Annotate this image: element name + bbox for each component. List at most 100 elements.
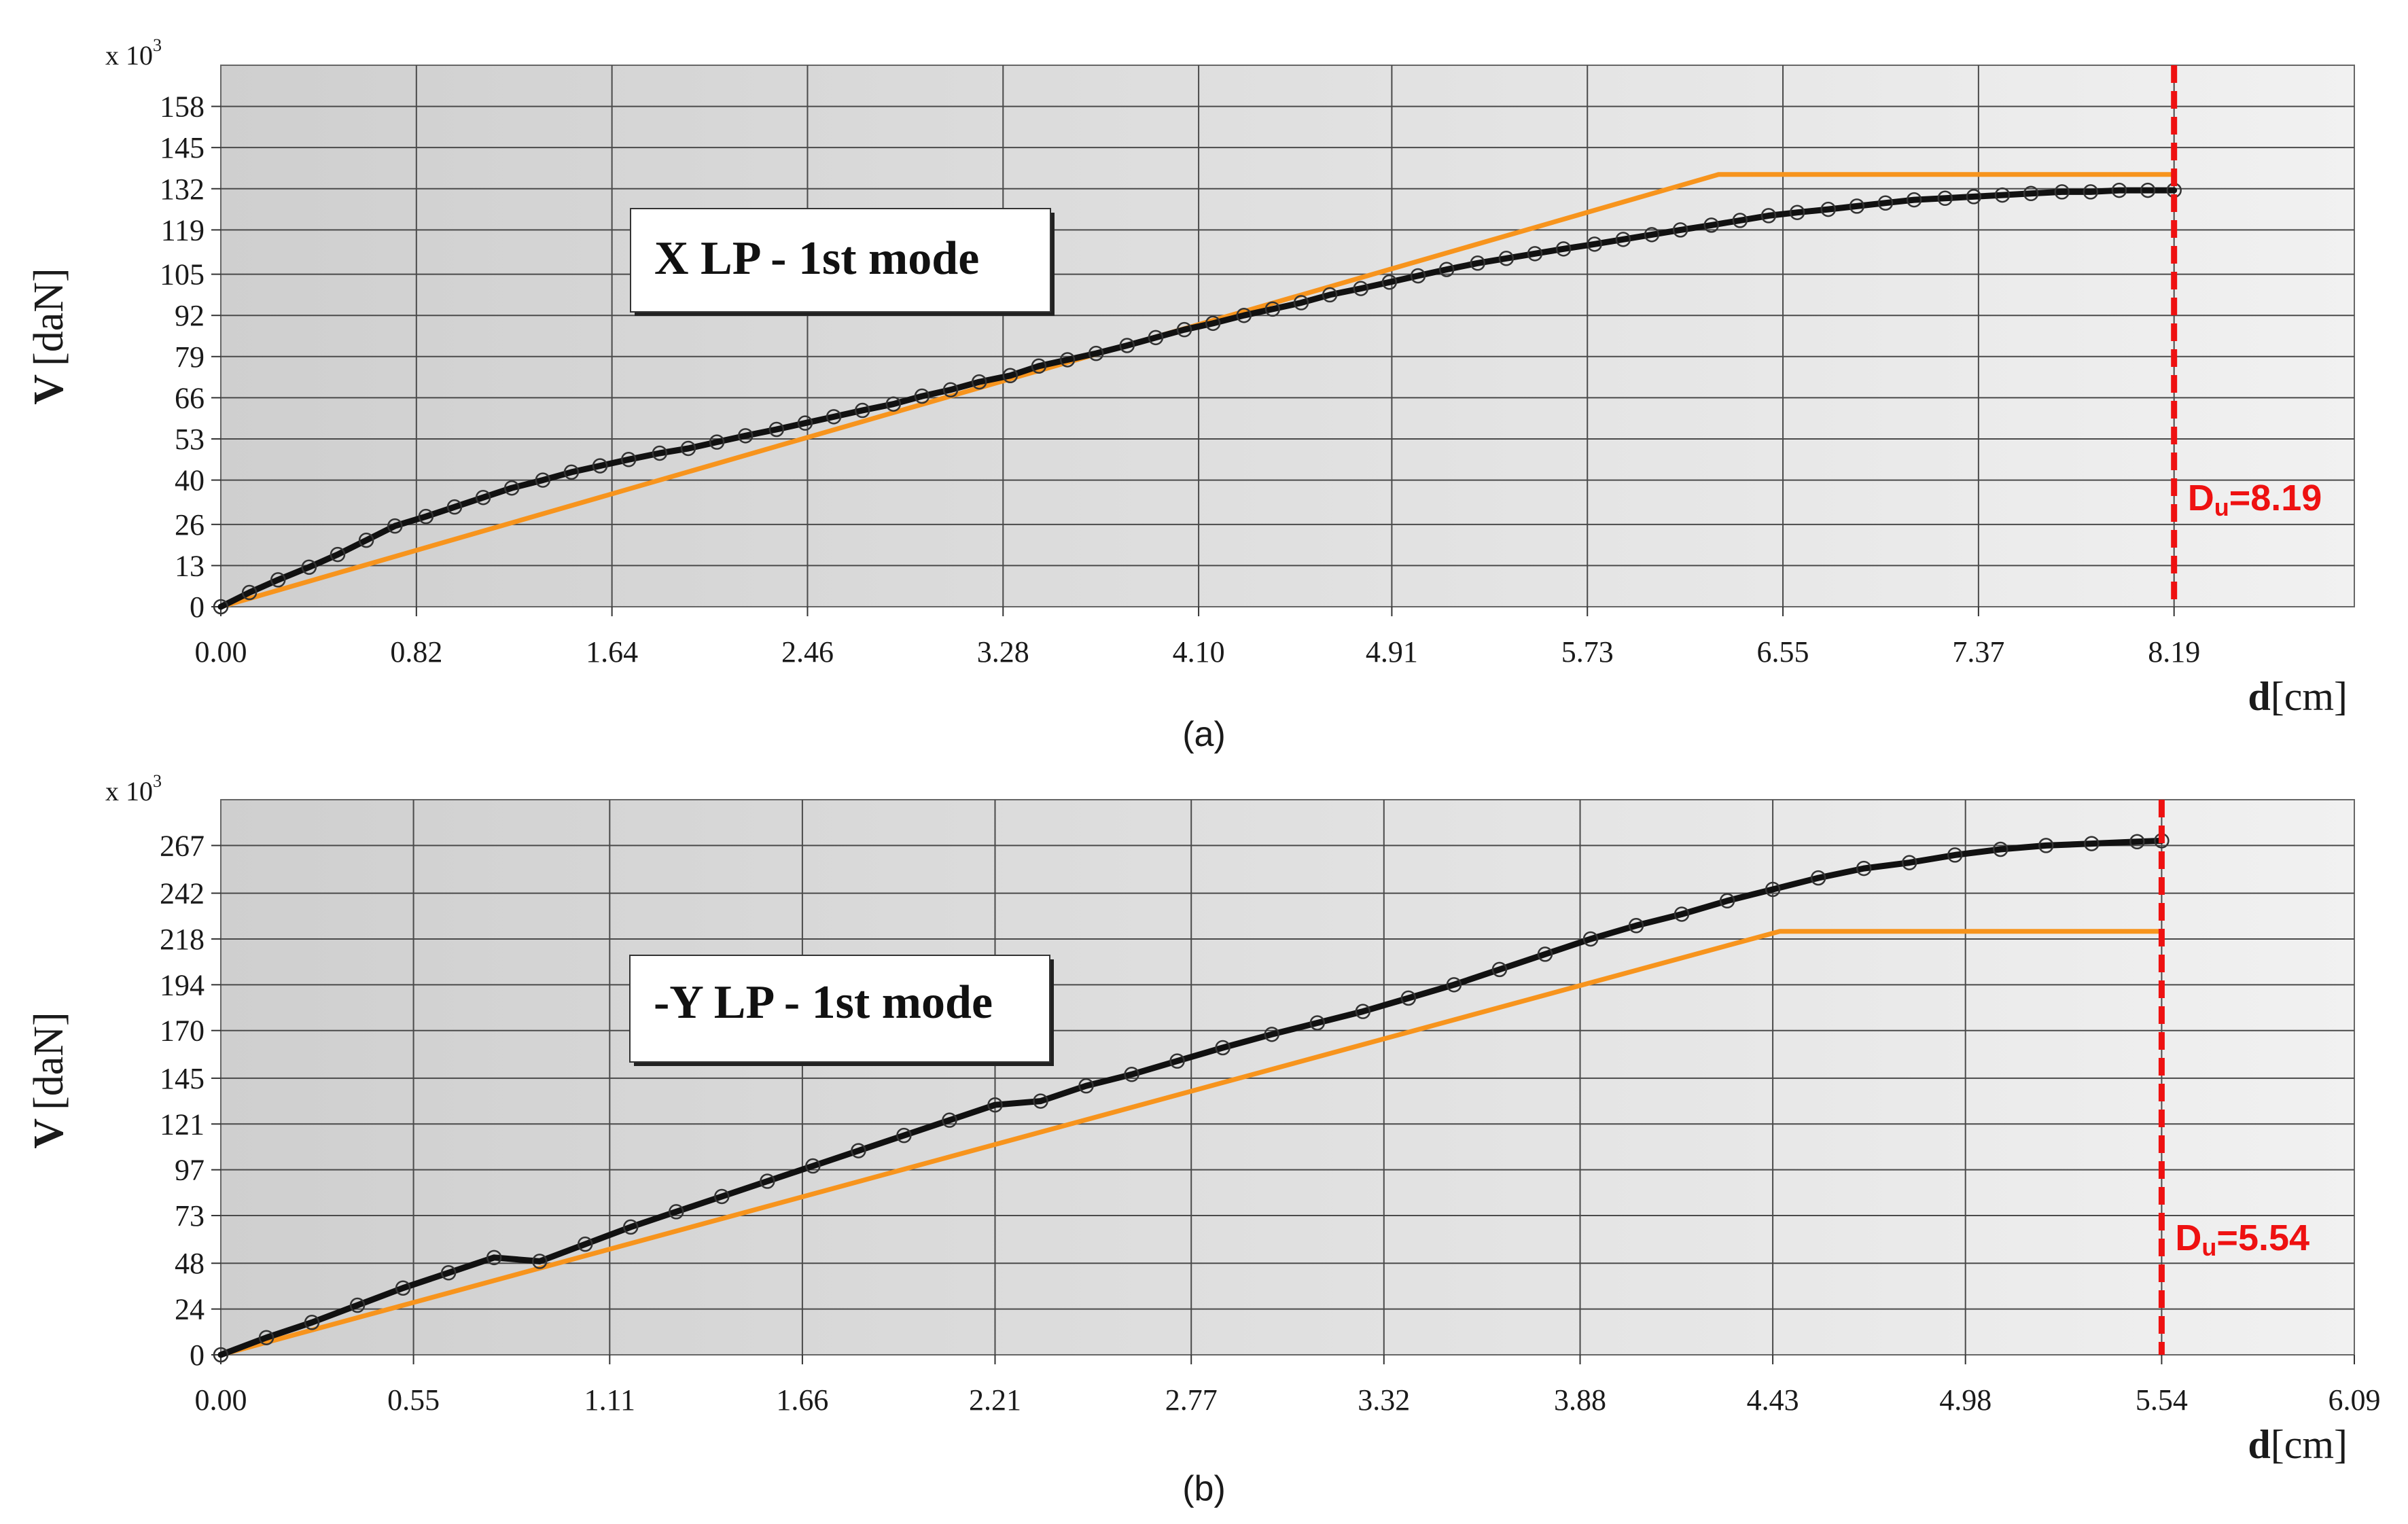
y-tick-label: 53 [175, 423, 205, 456]
capacity-curve-point [854, 402, 870, 419]
capacity-curve-point [304, 1315, 320, 1330]
capacity-curve-point [1856, 860, 1872, 876]
capacity-curve-point [1309, 1015, 1326, 1031]
capacity-curve-point [563, 464, 580, 480]
capacity-curve-point [1293, 295, 1309, 311]
capacity-curve-point [709, 434, 725, 450]
du-label-value: =8.19 [2229, 478, 2322, 518]
capacity-curve-point [270, 572, 286, 588]
capacity-curve-point [1355, 1004, 1371, 1019]
capacity-curve-point [1789, 205, 1805, 220]
capacity-curve-point [1491, 961, 1508, 978]
y-axis-label: V [daN] [26, 268, 72, 404]
plot-area [220, 799, 2355, 1355]
y-tick-label: 132 [160, 173, 205, 206]
capacity-curve-point [2140, 182, 2156, 198]
y-tick-label: 145 [160, 1062, 205, 1095]
x-axis-label: d[cm] [2248, 1422, 2348, 1467]
capacity-curve-point [486, 1250, 502, 1266]
capacity-curve-point [1078, 1078, 1094, 1094]
capacity-curve-point [1732, 213, 1748, 228]
capacity-curve-point [1031, 358, 1047, 374]
capacity-curve-point [1703, 217, 1719, 233]
capacity-curve-point [1410, 268, 1426, 284]
capacity-curve-point [1438, 262, 1455, 277]
x-tick-label: 2.77 [1165, 1383, 1218, 1417]
capacity-curve-point [1119, 338, 1135, 353]
capacity-curve-point [358, 532, 374, 548]
x-tick-label: 0.55 [387, 1383, 440, 1417]
capacity-curve-point [503, 480, 520, 496]
y-tick-label: 242 [160, 877, 205, 910]
y-tick-label: 170 [160, 1014, 205, 1048]
y-axis-multiplier: x 103 [105, 35, 162, 71]
capacity-curve-point [241, 584, 258, 601]
capacity-curve-point [1353, 281, 1369, 296]
x-tick-label: 6.55 [1757, 635, 1809, 669]
capacity-curve-point [1176, 321, 1192, 338]
capacity-curve-point [1059, 352, 1076, 368]
capacity-curve-point [446, 499, 463, 515]
capacity-curve-point [1674, 906, 1690, 922]
capacity-curve-point [301, 559, 317, 575]
capacity-curve-point [1582, 931, 1599, 947]
capacity-curve-point [2111, 182, 2127, 198]
capacity-curve-point [1322, 287, 1338, 303]
x-axis-label-symbol: d [2248, 674, 2270, 719]
capacity-curve-point [1719, 893, 1735, 909]
capacity-curve-point [760, 1173, 775, 1189]
capacity-curve-point [1947, 847, 1963, 863]
capacity-curve-point [1446, 977, 1462, 993]
capacity-curve-point [1760, 208, 1777, 224]
capacity-curve-point [1002, 368, 1019, 384]
y-tick-label: 40 [175, 464, 205, 497]
capacity-curve-point [440, 1265, 457, 1281]
capacity-curve-point [1400, 990, 1417, 1006]
y-axis-label-symbol: V [26, 1118, 72, 1149]
y-axis-label-symbol: V [26, 374, 72, 405]
y-axis-label-unit: [daN] [26, 1012, 72, 1110]
capacity-curve-point [577, 1236, 593, 1252]
y-tick-label: 13 [175, 549, 205, 582]
y-axis-multiplier: x 103 [105, 771, 162, 807]
y-axis-multiplier-base: x 10 [105, 40, 153, 71]
y-tick-label: 92 [175, 299, 205, 332]
y-tick-label: 48 [175, 1247, 205, 1280]
capacity-curve-point [669, 1204, 684, 1220]
figure-caption: (a) [1182, 715, 1226, 754]
capacity-curve-point [1169, 1053, 1185, 1069]
capacity-curve-point [914, 388, 930, 404]
capacity-curve-point [885, 396, 902, 412]
capacity-curve-point [395, 1280, 411, 1296]
x-tick-label: 0.00 [195, 635, 247, 669]
bilinear-curve-line [218, 172, 2177, 609]
capacity-curve-point [942, 1112, 957, 1128]
capacity-curve-line [217, 837, 2165, 1358]
capacity-curve-point [1906, 192, 1922, 208]
capacity-curve-point [826, 409, 842, 425]
x-tick-label: 6.09 [2329, 1383, 2381, 1417]
x-axis-label-unit: [cm] [2271, 674, 2348, 719]
capacity-curve-point [2023, 185, 2039, 202]
x-tick-label: 4.98 [1939, 1383, 1991, 1417]
capacity-curve-point [592, 458, 608, 474]
capacity-curve-point [652, 445, 668, 461]
capacity-curve-point [1498, 251, 1515, 266]
capacity-curve-point [1672, 222, 1688, 238]
capacity-curve-point [330, 546, 346, 563]
x-tick-label: 4.91 [1366, 635, 1418, 669]
capacity-curve-point [387, 518, 403, 534]
capacity-curve-point [1937, 190, 1953, 207]
annotation-box [629, 955, 1050, 1063]
x-tick-label: 0.00 [195, 1383, 247, 1417]
figure-caption: (b) [1182, 1469, 1226, 1508]
x-tick-label: 3.88 [1554, 1383, 1606, 1417]
x-tick-label: 5.54 [2136, 1383, 2188, 1417]
capacity-curve-point [1236, 307, 1252, 323]
x-tick-label: 1.66 [776, 1383, 828, 1417]
plot-area [220, 65, 2355, 607]
capacity-curve-point [2129, 834, 2145, 850]
capacity-curve-point [1644, 227, 1660, 243]
capacity-curve-point [2083, 184, 2099, 200]
